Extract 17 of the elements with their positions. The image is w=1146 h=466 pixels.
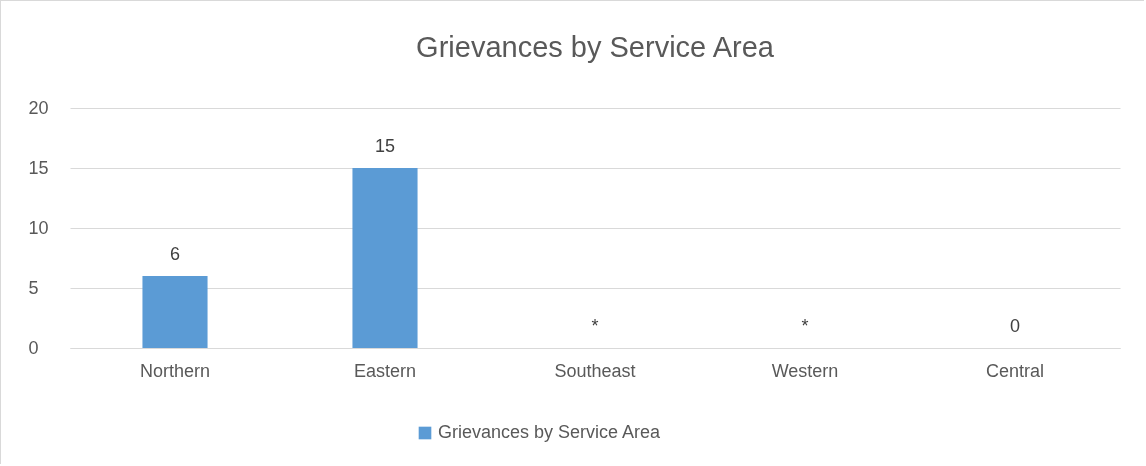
- y-tick-label: 15: [28, 157, 49, 178]
- text: *: [591, 316, 599, 336]
- data-label: 6: [169, 244, 181, 264]
- text: *: [801, 316, 809, 336]
- x-tick-label: Eastern: [353, 360, 417, 381]
- x-tick-label: Central: [985, 360, 1045, 381]
- x-tick-label: Western: [771, 360, 839, 381]
- y-tick-label: 10: [28, 217, 49, 238]
- data-label: 15: [374, 136, 396, 156]
- x-tick-label: Northern: [139, 360, 211, 381]
- y-tick-label: 0: [28, 337, 39, 358]
- chart-title: Grievances by Service Area: [416, 31, 775, 63]
- data-label: 0: [1009, 316, 1021, 336]
- legend-label: Grievances by Service Area: [438, 422, 662, 442]
- y-tick-label: 5: [28, 277, 39, 298]
- y-tick-label: 20: [28, 97, 49, 118]
- x-tick-label: Southeast: [554, 360, 636, 381]
